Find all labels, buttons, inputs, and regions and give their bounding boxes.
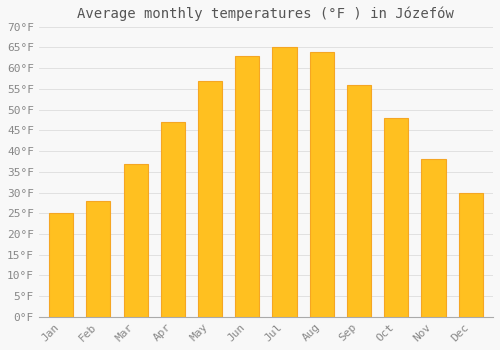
Bar xyxy=(384,118,408,317)
Bar xyxy=(86,201,110,317)
Bar xyxy=(198,80,222,317)
Bar xyxy=(458,193,483,317)
Bar xyxy=(272,48,296,317)
Bar xyxy=(422,159,446,317)
Bar xyxy=(49,213,73,317)
Bar xyxy=(235,56,260,317)
Bar xyxy=(347,85,371,317)
Bar xyxy=(124,163,148,317)
Bar xyxy=(310,52,334,317)
Title: Average monthly temperatures (°F ) in Józefów: Average monthly temperatures (°F ) in Jó… xyxy=(78,7,454,21)
Bar xyxy=(160,122,185,317)
